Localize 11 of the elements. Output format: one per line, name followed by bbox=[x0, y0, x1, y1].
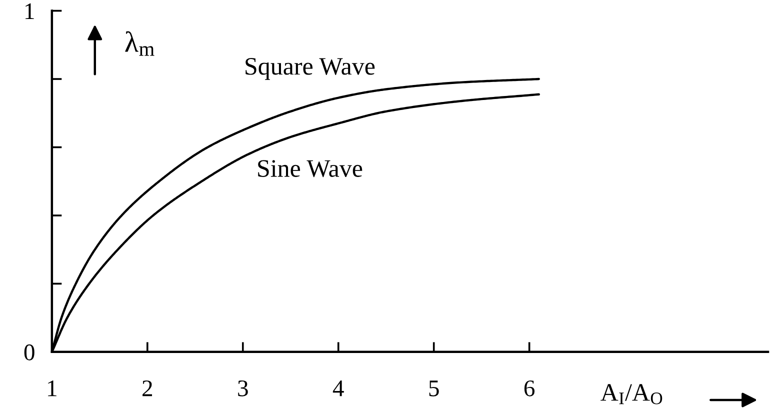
y-axis-title: λ$_{m}$ bbox=[125, 31, 154, 56]
series-label: Sine Wave bbox=[258, 160, 362, 178]
x-tick-label: 1 bbox=[48, 380, 56, 396]
x-tick-label: 6 bbox=[524, 380, 535, 396]
series-label: Square Wave bbox=[246, 58, 375, 80]
x-tick-label: 4 bbox=[332, 380, 344, 396]
x-axis-title: A$_{I}$/A$_{O}$ bbox=[600, 384, 662, 404]
y-tick-label: 0 bbox=[24, 344, 34, 360]
x-tick-label: 5 bbox=[429, 380, 439, 396]
x-tick-label: 3 bbox=[238, 380, 248, 396]
x-tick-label: 2 bbox=[142, 380, 152, 396]
